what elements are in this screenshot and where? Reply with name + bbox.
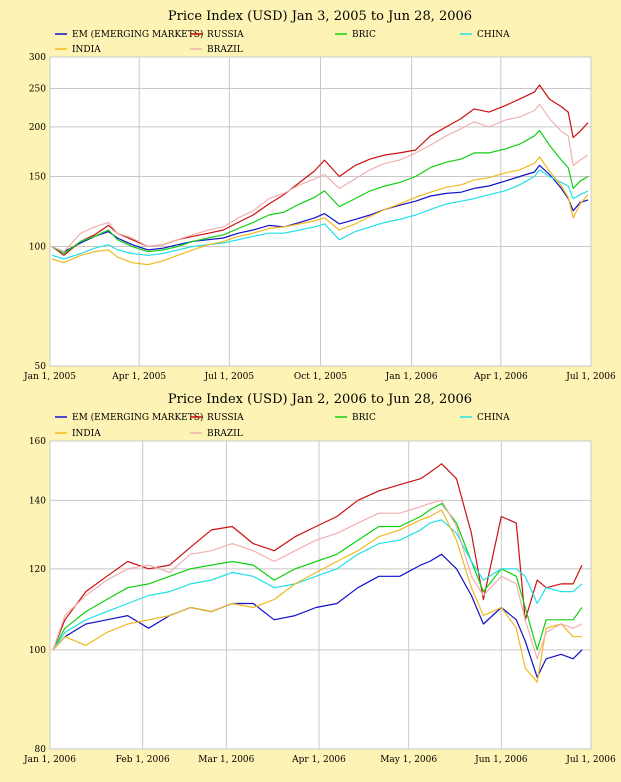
x-tick-label: Jul 1, 2006	[565, 755, 616, 765]
legend-label: EM (EMERGING MARKETS)	[72, 29, 203, 40]
legend-label: BRAZIL	[207, 45, 243, 55]
series-line	[52, 519, 583, 651]
chart-title: Price Index (USD) Jan 2, 2006 to Jun 28,…	[168, 392, 472, 407]
x-tick-label: Jun 1, 2006	[474, 755, 528, 765]
legend-label: CHINA	[477, 413, 510, 423]
x-tick-label: May 1, 2006	[380, 755, 437, 765]
series-line	[51, 129, 589, 255]
y-tick-label: 200	[29, 123, 46, 133]
series-line	[51, 164, 589, 253]
x-tick-label: Apr 1, 2006	[473, 372, 528, 382]
x-tick-label: Mar 1, 2006	[198, 755, 254, 765]
x-tick-label: Jan 1, 2006	[385, 372, 438, 382]
y-tick-label: 140	[29, 496, 46, 506]
y-tick-label: 80	[35, 745, 47, 755]
series-line	[51, 169, 589, 260]
series-line	[51, 156, 589, 266]
legend-label: INDIA	[72, 429, 101, 439]
legend-label: RUSSIA	[207, 30, 244, 40]
legend-label: RUSSIA	[207, 413, 244, 423]
x-tick-label: Apr 1, 2005	[111, 372, 166, 382]
x-tick-label: Jul 1, 2006	[565, 372, 616, 382]
x-tick-label: Feb 1, 2006	[116, 755, 170, 765]
x-tick-label: Jul 1, 2005	[204, 372, 255, 382]
y-tick-label: 100	[29, 646, 46, 656]
plot-area	[49, 440, 592, 750]
legend-label: BRIC	[352, 413, 376, 423]
y-tick-label: 100	[29, 242, 46, 252]
x-tick-label: Apr 1, 2006	[291, 755, 346, 765]
y-tick-label: 250	[29, 84, 46, 94]
series-line	[52, 509, 582, 683]
x-tick-label: Jan 1, 2006	[23, 755, 76, 765]
y-tick-label: 120	[29, 565, 46, 575]
legend-label: EM (EMERGING MARKETS)	[72, 412, 203, 423]
series-line	[52, 553, 583, 678]
series-line	[52, 499, 583, 660]
legend-label: BRAZIL	[207, 429, 243, 439]
y-tick-label: 160	[29, 437, 46, 447]
series-line	[51, 103, 589, 253]
series-line	[52, 502, 583, 651]
legend-label: INDIA	[72, 45, 101, 55]
legend-label: CHINA	[477, 30, 510, 40]
y-tick-label: 150	[29, 173, 46, 183]
x-tick-label: Jan 1, 2005	[23, 372, 76, 382]
y-tick-label: 50	[35, 362, 47, 372]
legend-label: BRIC	[352, 30, 376, 40]
x-tick-label: Oct 1, 2005	[294, 372, 348, 382]
y-tick-label: 300	[29, 53, 46, 63]
chart-title: Price Index (USD) Jan 3, 2005 to Jun 28,…	[168, 9, 472, 24]
